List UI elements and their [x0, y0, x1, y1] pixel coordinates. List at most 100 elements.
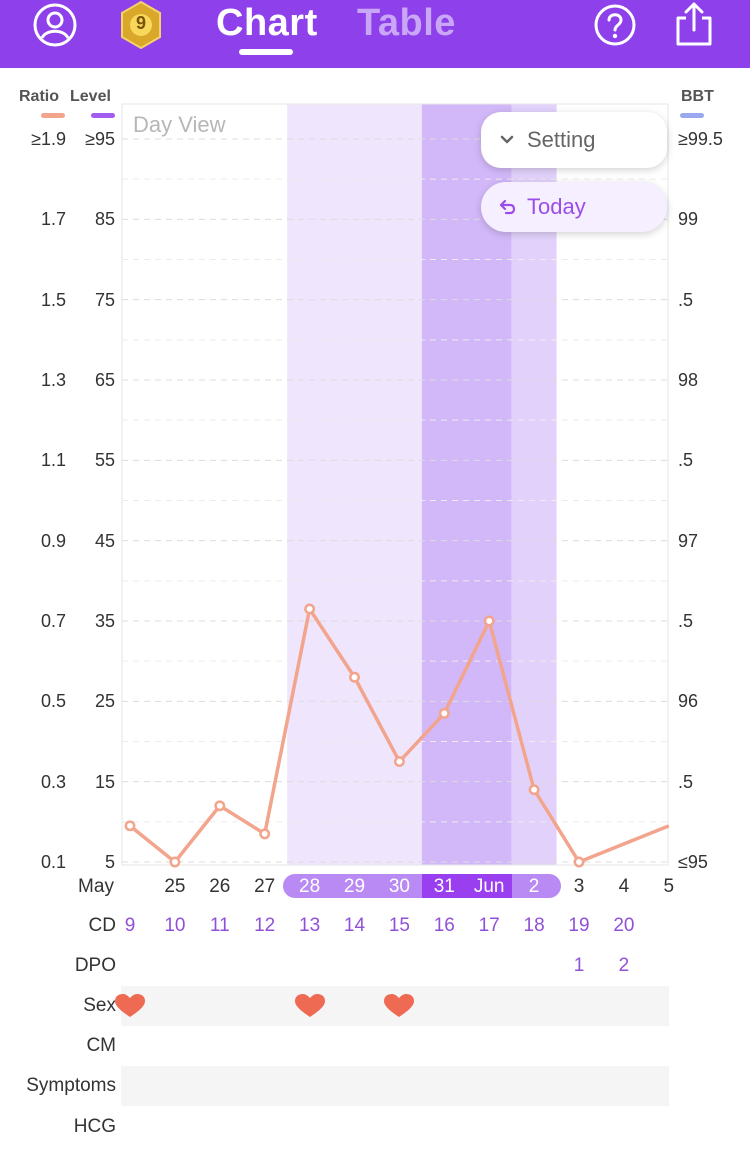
ratio-data-point	[573, 856, 585, 868]
tab-chart[interactable]: Chart	[216, 2, 318, 44]
level-tick-label: 25	[94, 691, 115, 712]
peak-date-capsule	[421, 874, 512, 898]
return-arrow-icon	[499, 198, 523, 216]
ratio-series-line	[128, 607, 670, 864]
date-tick-label[interactable]: 31	[433, 876, 455, 897]
bbt-tick-label: 98	[678, 370, 699, 390]
ratio-data-point	[349, 671, 360, 683]
dpo-value: 1	[573, 955, 585, 976]
day-view-label: Day View	[133, 112, 226, 137]
ratio-data-point	[259, 828, 271, 840]
level-tick-label: 85	[94, 209, 115, 230]
level-tick-label: 15	[94, 771, 115, 792]
setting-button[interactable]: Setting	[481, 112, 667, 168]
bbt-tick-label: 96	[678, 691, 699, 712]
help-icon	[594, 4, 636, 46]
ratio-data-point	[393, 756, 405, 768]
date-tick-label[interactable]: May	[78, 876, 114, 897]
cd-value: 16	[433, 915, 455, 936]
ratio-tick-label: 1.3	[40, 370, 66, 390]
cd-value: 14	[343, 915, 366, 936]
symptoms-row-label: Symptoms	[26, 1075, 116, 1096]
ratio-data-point	[483, 615, 495, 627]
ratio-data-point	[124, 820, 136, 832]
ratio-data-point	[214, 800, 226, 812]
top-nav-bar: 9 Chart Table	[0, 0, 750, 68]
heart-icon[interactable]	[113, 993, 147, 1024]
help-button[interactable]	[593, 3, 637, 47]
ratio-tick-label: 1.1	[40, 450, 66, 471]
cd-value: 9	[124, 915, 136, 936]
level-tick-label: 5	[104, 852, 115, 872]
plot-border	[121, 103, 669, 866]
cd-value: 19	[568, 915, 590, 936]
bbt-legend-label: BBT	[681, 88, 714, 105]
ratio-tick-label: 1.5	[40, 289, 66, 310]
ratio-tick-label: 0.1	[40, 852, 66, 872]
date-tick-label[interactable]: 28	[299, 876, 321, 897]
date-tick-label[interactable]: 27	[254, 876, 276, 897]
profile-icon	[33, 3, 77, 47]
badge-number: 9	[135, 13, 146, 33]
level-tick-label: 65	[94, 370, 115, 390]
date-tick-label[interactable]: 30	[388, 876, 410, 897]
medal-badge-icon	[121, 0, 161, 50]
cd-value: 10	[164, 915, 186, 936]
date-tick-label[interactable]: 5	[663, 876, 675, 897]
today-label: Today	[527, 194, 586, 219]
bbt-tick-label: ≥99.5	[678, 129, 723, 149]
ratio-tick-label: 0.5	[40, 691, 66, 712]
dpo-value: 2	[618, 955, 630, 976]
date-tick-label[interactable]: 2	[528, 876, 540, 897]
chevron-down-icon	[499, 134, 523, 146]
cd-value: 11	[209, 915, 230, 936]
bbt-tick-label: ≤95	[678, 852, 708, 872]
share-button[interactable]	[672, 0, 716, 48]
date-tick-label[interactable]: 26	[209, 876, 231, 897]
ratio-tick-label: ≥1.9	[31, 129, 66, 149]
ratio-legend-label: Ratio	[19, 88, 59, 105]
profile-button[interactable]	[32, 2, 78, 48]
ratio-data-point	[169, 856, 181, 868]
dpo-row-label: DPO	[74, 955, 116, 976]
level-legend-label: Level	[70, 88, 111, 105]
symptoms-row-background	[121, 1066, 669, 1106]
ratio-tick-label: 0.3	[40, 771, 66, 792]
level-tick-label: 45	[94, 530, 115, 551]
ratio-data-point	[528, 784, 540, 796]
fertile-window-band	[287, 104, 422, 865]
date-tick-label[interactable]: 29	[343, 876, 366, 897]
bbt-legend-swatch	[680, 113, 704, 118]
ratio-tick-label: 1.7	[40, 209, 66, 230]
fertile-window-date-capsule	[283, 874, 561, 898]
medal-badge[interactable]: 9	[117, 0, 165, 52]
ratio-tick-label: 0.9	[40, 530, 66, 551]
date-tick-label[interactable]: 25	[164, 876, 186, 897]
bbt-tick-label: 99	[678, 209, 699, 230]
ratio-data-point	[304, 603, 316, 615]
cm-row-label: CM	[86, 1035, 116, 1056]
hcg-row-label: HCG	[73, 1116, 116, 1137]
setting-label: Setting	[527, 127, 596, 152]
share-icon	[676, 2, 712, 46]
ratio-data-point	[438, 707, 450, 719]
heart-icon[interactable]	[382, 993, 416, 1024]
date-tick-label[interactable]: Jun	[473, 876, 505, 897]
bbt-tick-label: 97	[678, 530, 699, 551]
bbt-tick-label: .5	[678, 771, 694, 792]
heart-icon[interactable]	[293, 993, 327, 1024]
tab-table[interactable]: Table	[357, 2, 456, 44]
level-tick-label: 35	[94, 611, 115, 631]
level-tick-label: 75	[94, 289, 115, 310]
bbt-tick-label: .5	[678, 289, 694, 310]
cd-value: 12	[254, 915, 276, 936]
cd-value: 20	[613, 915, 635, 936]
active-tab-indicator	[239, 49, 293, 55]
cd-value: 15	[388, 915, 410, 936]
date-tick-label[interactable]: 3	[573, 876, 585, 897]
sex-row-label: Sex	[83, 995, 116, 1016]
ratio-tick-label: 0.7	[40, 611, 66, 631]
date-tick-label[interactable]: 4	[618, 876, 630, 897]
cd-value: 13	[299, 915, 321, 936]
today-button[interactable]: Today	[481, 182, 667, 232]
